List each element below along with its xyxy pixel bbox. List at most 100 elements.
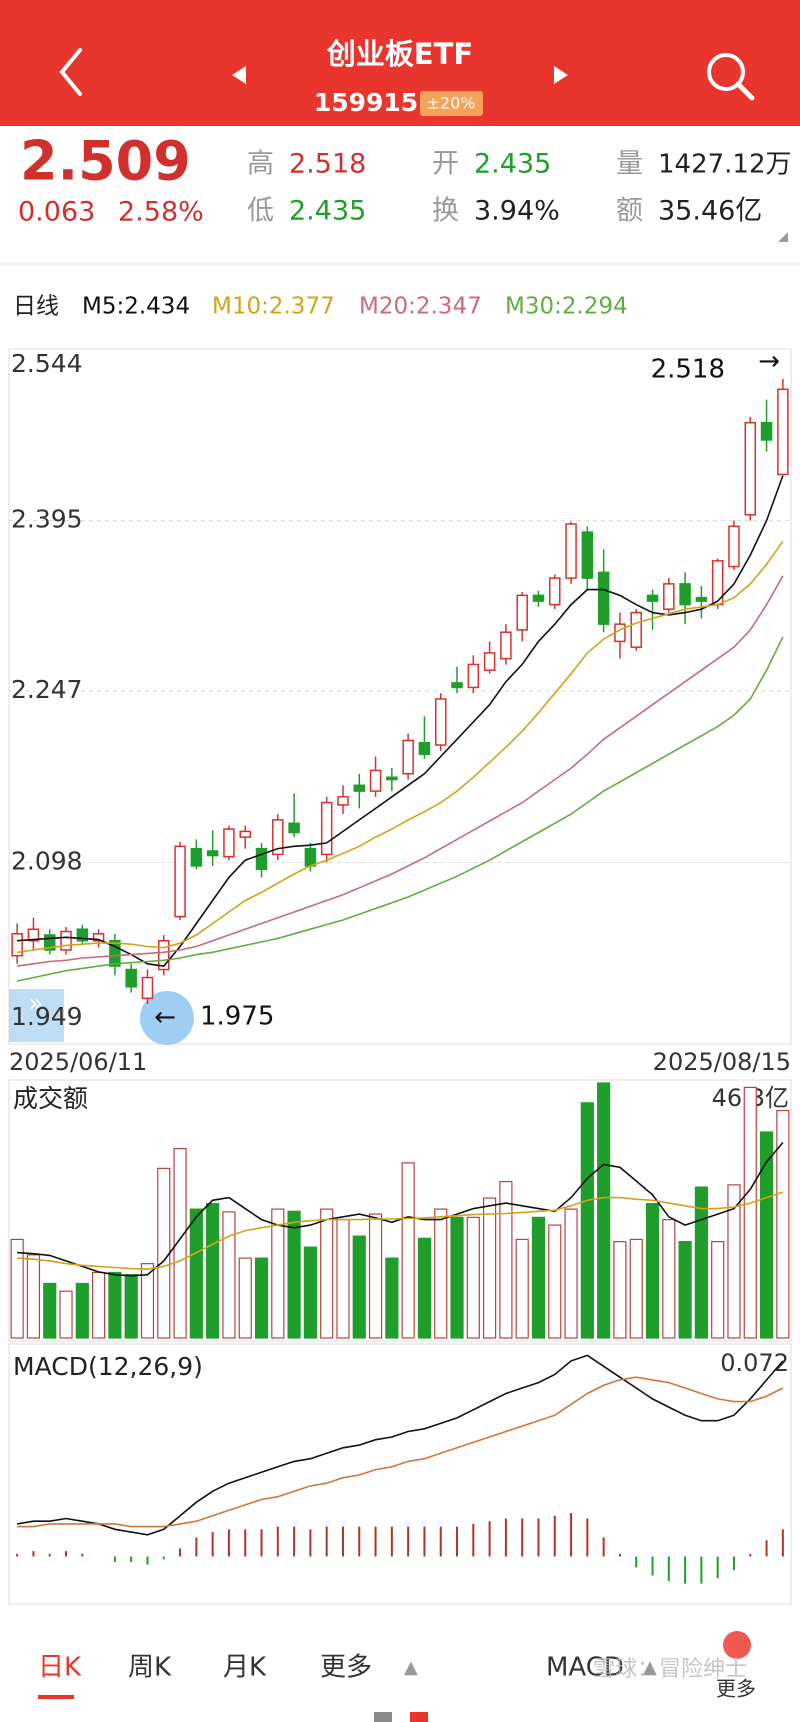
legend-entry: M20:2.347 xyxy=(359,294,482,320)
panel-title: 成交额 xyxy=(13,1084,88,1113)
volume-bar xyxy=(548,1224,562,1339)
badge-bg xyxy=(420,91,483,116)
volume: 1427.12万 xyxy=(658,150,792,180)
candle-body xyxy=(516,594,528,631)
watermark: 雪球：冒险绅士 xyxy=(593,1657,747,1682)
volume-label: 量 xyxy=(616,149,643,180)
volume-bar xyxy=(10,1238,24,1339)
volume-bar xyxy=(776,1109,790,1339)
amount-label: 额 xyxy=(616,196,643,227)
volume-bar xyxy=(515,1238,529,1339)
indicator-tab[interactable]: MACD xyxy=(546,1653,624,1683)
candle-body xyxy=(695,596,708,602)
candle-body xyxy=(353,784,366,792)
volume-bar xyxy=(352,1235,366,1339)
candle-body xyxy=(597,571,610,625)
candle-body xyxy=(663,583,675,610)
candle-body xyxy=(777,388,789,476)
separator xyxy=(0,262,800,266)
volume-bar xyxy=(727,1184,741,1339)
volume-bar xyxy=(43,1282,57,1339)
volume-bar xyxy=(434,1208,448,1339)
prev-button[interactable] xyxy=(232,66,246,84)
candle-body xyxy=(369,769,382,792)
dropdown-icon: ▲ xyxy=(404,1657,418,1678)
open: 2.435 xyxy=(474,149,551,180)
volume-bar xyxy=(238,1257,252,1339)
line xyxy=(16,540,784,954)
header-bar xyxy=(0,0,800,126)
legend-entry: M30:2.294 xyxy=(505,294,628,320)
line xyxy=(17,1376,784,1528)
volume-bar xyxy=(368,1213,383,1339)
macd-panel xyxy=(8,1343,792,1605)
volume-bar xyxy=(483,1197,497,1339)
search-button[interactable] xyxy=(707,53,755,101)
price-panel xyxy=(8,348,792,1045)
tab[interactable]: 月K xyxy=(223,1653,267,1683)
tab[interactable]: 周K xyxy=(128,1653,172,1683)
expand-overlay[interactable] xyxy=(9,989,64,1042)
candle-body xyxy=(549,577,561,606)
candle-body xyxy=(679,583,691,606)
amount: 35.46亿 xyxy=(658,196,762,227)
volume-bar xyxy=(75,1282,89,1339)
volume-bar xyxy=(222,1211,236,1339)
volume-bar xyxy=(92,1271,106,1339)
candle-body xyxy=(206,850,219,857)
candle-body xyxy=(125,968,137,988)
candle-body xyxy=(728,525,740,568)
line xyxy=(17,475,784,967)
candle-body xyxy=(190,847,203,867)
candle-body xyxy=(76,928,89,942)
volume-bar xyxy=(59,1290,73,1339)
y-tick-label: 1.949 xyxy=(11,1002,83,1031)
candle-body xyxy=(483,652,496,671)
next-button[interactable] xyxy=(554,66,568,84)
more-button[interactable]: 更多 xyxy=(716,1677,756,1701)
search-icon xyxy=(707,53,745,91)
candle-body xyxy=(320,801,333,856)
candle-body xyxy=(174,845,186,918)
candle-body xyxy=(402,739,414,775)
line xyxy=(16,1354,784,1536)
tab[interactable]: 日K xyxy=(38,1653,82,1683)
cursor-circle[interactable] xyxy=(140,991,194,1045)
y-tick-label: 2.247 xyxy=(11,675,83,704)
turnover: 3.94% xyxy=(474,196,560,227)
legend-entry: M5:2.434 xyxy=(82,294,190,320)
back-button[interactable] xyxy=(59,48,82,96)
more-dot xyxy=(723,1631,751,1659)
volume-bar xyxy=(140,1263,155,1339)
low-label: 低 xyxy=(247,196,274,227)
candle-body xyxy=(434,698,447,746)
candle-body xyxy=(158,939,170,971)
search-icon xyxy=(735,81,755,101)
arrow: ← xyxy=(154,1003,176,1033)
volume-bar xyxy=(597,1082,611,1339)
volume-bar xyxy=(531,1216,546,1339)
candle-body xyxy=(272,819,284,856)
volume-bar xyxy=(303,1246,317,1339)
tab[interactable]: 更多 xyxy=(320,1653,372,1683)
y-tick-label: 2.544 xyxy=(11,349,83,378)
max-annotation: 2.518 xyxy=(651,355,725,385)
candle-body xyxy=(239,830,251,838)
line xyxy=(16,636,784,982)
title: 创业板ETF xyxy=(326,37,473,71)
volume-bar xyxy=(759,1131,774,1339)
candle-body xyxy=(500,631,512,660)
volume-bar xyxy=(711,1241,725,1339)
open-label: 开 xyxy=(432,149,459,180)
candle-body xyxy=(451,682,463,689)
candle-body xyxy=(223,828,235,858)
expand-icon[interactable] xyxy=(778,232,788,242)
volume-bar xyxy=(662,1218,676,1339)
dropdown-icon: ▲ xyxy=(643,1657,657,1678)
y-tick-label: 2.098 xyxy=(11,846,83,875)
volume-bar xyxy=(694,1186,708,1339)
legend-title: 日线 xyxy=(13,294,59,320)
change-pct: 2.58% xyxy=(118,197,204,228)
candle-body xyxy=(27,928,40,942)
